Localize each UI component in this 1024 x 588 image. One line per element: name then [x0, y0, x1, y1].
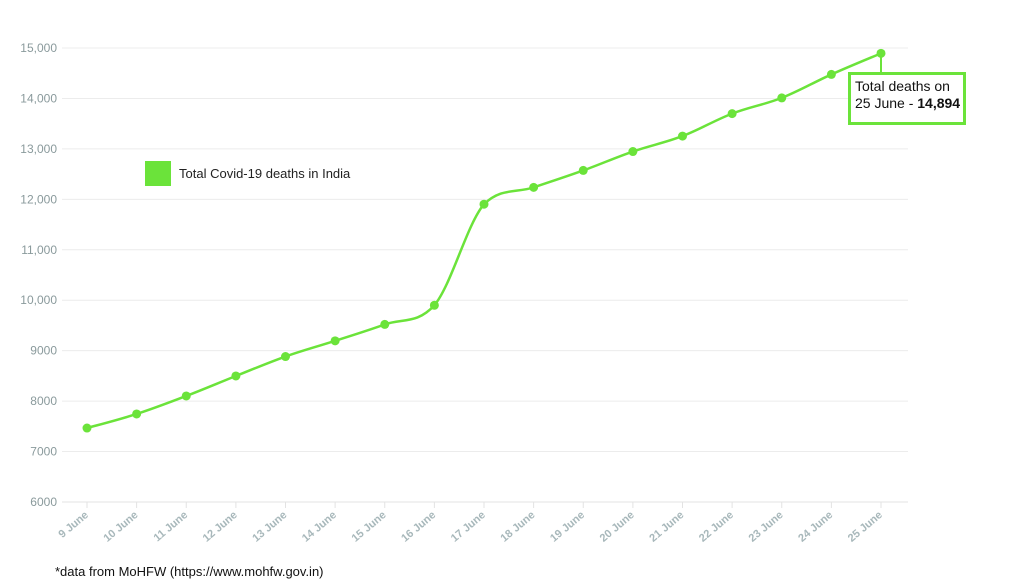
data-point [529, 182, 539, 192]
y-tick-label: 15,000 [20, 41, 57, 55]
y-tick-label: 10,000 [20, 293, 57, 307]
data-point [380, 319, 390, 329]
source-footnote: *data from MoHFW (https://www.mohfw.gov.… [55, 564, 324, 579]
data-point [330, 336, 340, 346]
x-tick-label: 17 June [449, 509, 488, 545]
data-point [777, 93, 787, 103]
data-point [132, 409, 142, 419]
annotation-prefix: 25 June - [855, 95, 918, 111]
legend-label: Total Covid-19 deaths in India [179, 166, 351, 181]
data-point [429, 300, 439, 310]
data-point [628, 147, 638, 157]
y-tick-label: 13,000 [20, 142, 57, 156]
x-tick-label: 21 June [647, 509, 686, 545]
y-tick-label: 8000 [30, 394, 57, 408]
legend-swatch [145, 161, 171, 186]
annotation-line-1: Total deaths on [855, 78, 950, 94]
x-tick-label: 24 June [796, 509, 835, 545]
legend: Total Covid-19 deaths in India [145, 161, 351, 186]
y-tick-label: 7000 [30, 445, 57, 459]
annotation-line-2: 25 June - 14,894 [855, 95, 963, 112]
data-point [281, 352, 290, 362]
x-tick-label: 14 June [300, 509, 339, 545]
x-tick-label: 13 June [250, 509, 289, 545]
y-tick-label: 11,000 [21, 243, 57, 257]
x-tick-label: 22 June [697, 509, 736, 545]
x-axis: 9 June 10 June 11 June 12 June 13 June 14 Jun… [57, 502, 885, 545]
y-tick-label: 9000 [30, 344, 57, 358]
x-tick-label: 15 June [350, 509, 389, 545]
x-tick-label: 18 June [498, 509, 537, 545]
annotation-value: 14,894 [917, 95, 961, 111]
data-point [181, 391, 191, 401]
data-point [727, 109, 737, 119]
data-point [82, 423, 92, 433]
x-tick-label: 11 June [152, 509, 191, 544]
series-group [82, 48, 886, 433]
data-point [678, 131, 687, 141]
y-tick-label: 12,000 [20, 192, 57, 206]
x-tick-label: 23 June [747, 509, 786, 545]
y-tick-label: 6000 [30, 495, 57, 509]
x-tick-label: 16 June [399, 509, 438, 545]
data-point [578, 165, 588, 175]
data-point [479, 199, 489, 209]
x-tick-label: 25 June [846, 509, 885, 545]
y-axis: 6000 7000 8000 9000 10,000 11,000 12,000 13,000… [20, 41, 57, 509]
x-tick-label: 9 June [57, 509, 91, 541]
data-point [231, 371, 241, 381]
x-tick-label: 10 June [101, 509, 140, 545]
x-tick-label: 19 June [548, 509, 587, 545]
x-tick-label: 12 June [201, 509, 240, 545]
annotation-callout: Total deaths on 25 June - 14,894 [848, 72, 966, 125]
x-tick-label: 20 June [598, 509, 637, 545]
y-tick-label: 14,000 [20, 91, 57, 105]
data-point [826, 69, 836, 79]
series-line [86, 52, 882, 430]
grid [62, 47, 908, 503]
